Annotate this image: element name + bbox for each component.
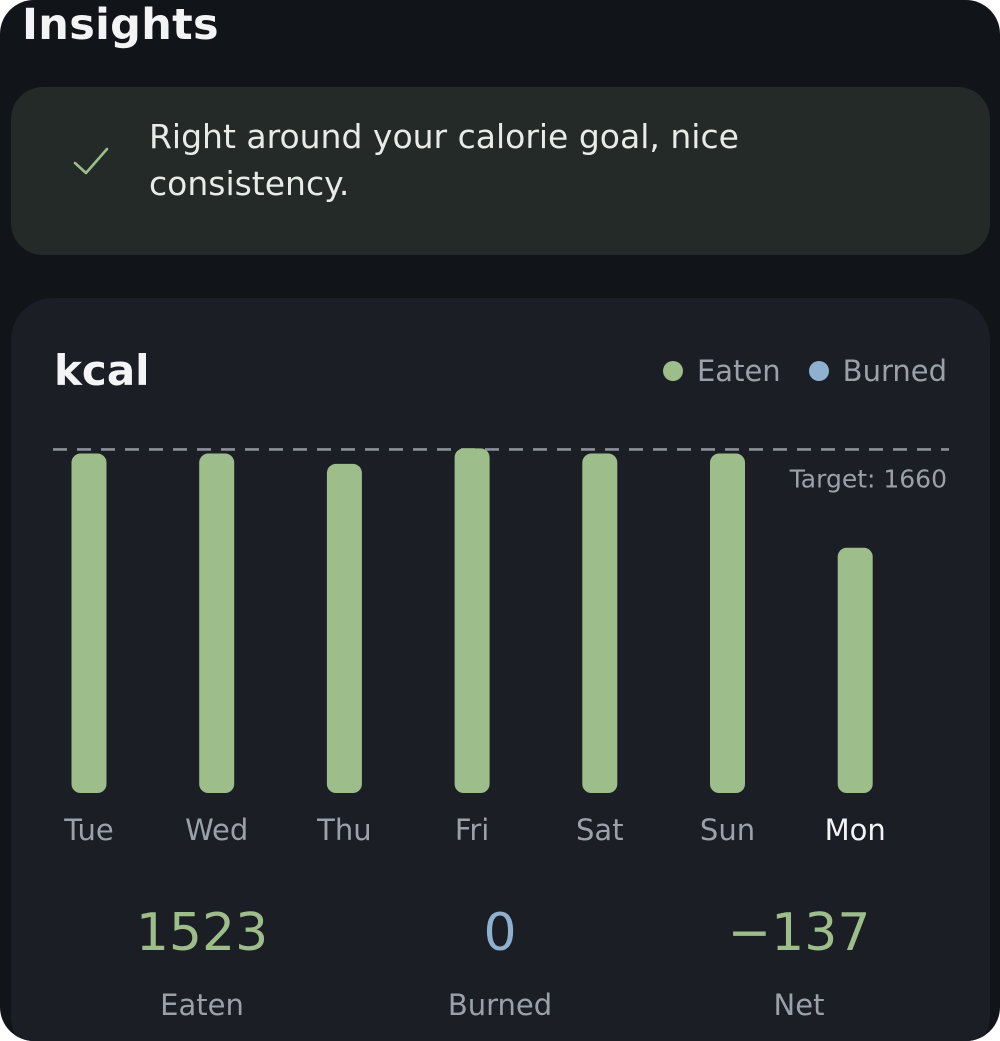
bar-eaten-tue <box>71 453 107 793</box>
bar-eaten-fri <box>454 448 490 793</box>
legend-item-eaten: Eaten <box>662 354 781 388</box>
section-title: Insights <box>22 0 219 50</box>
legend-item-burned: Burned <box>808 354 947 388</box>
stat-burned: 0 Burned <box>370 898 630 1022</box>
stats-row: 1523 Eaten 0 Burned −137 Net <box>11 898 990 1028</box>
bar-eaten-sun <box>710 453 745 793</box>
legend-label-burned: Burned <box>842 354 947 388</box>
bar-eaten-thu <box>326 463 362 793</box>
stat-eaten-value: 1523 <box>135 903 269 963</box>
x-tick-label-sun: Sun <box>700 813 755 847</box>
stat-burned-value: 0 <box>483 903 517 963</box>
check-icon <box>73 147 109 175</box>
x-tick-label-sat: Sat <box>576 813 624 847</box>
stat-net-label: Net <box>773 988 825 1022</box>
x-tick-label-thu: Thu <box>316 813 371 847</box>
stat-eaten: 1523 Eaten <box>72 898 332 1022</box>
x-tick-label-wed: Wed <box>185 813 248 847</box>
legend-label-eaten: Eaten <box>696 354 781 388</box>
insight-message: Right around your calorie goal, nice con… <box>149 117 739 203</box>
stat-net-value: −137 <box>727 903 871 963</box>
calorie-chart-card: kcal Eaten Burned Target: 1660 Tue Wed Thu F… <box>11 298 990 1041</box>
target-label: Target: 1660 <box>789 464 947 493</box>
x-tick-label-tue: Tue <box>63 813 114 847</box>
chart-legend: Eaten Burned <box>662 354 947 388</box>
bar-eaten-wed <box>199 453 235 793</box>
stat-burned-label: Burned <box>447 988 553 1022</box>
chart-title: kcal <box>54 346 150 395</box>
bar-chart: Target: 1660 Tue Wed Thu Fri Sat Sun Mon <box>53 448 949 847</box>
bar-eaten-sat <box>582 453 618 793</box>
bar-eaten-mon <box>837 547 873 793</box>
legend-dot-eaten <box>662 361 683 381</box>
stat-eaten-label: Eaten <box>160 988 244 1022</box>
x-tick-label-fri: Fri <box>455 813 490 847</box>
stat-net: −137 Net <box>669 898 929 1022</box>
insight-card: Right around your calorie goal, nice con… <box>11 87 990 255</box>
legend-dot-burned <box>808 361 829 381</box>
x-tick-label-mon: Mon <box>825 813 886 847</box>
